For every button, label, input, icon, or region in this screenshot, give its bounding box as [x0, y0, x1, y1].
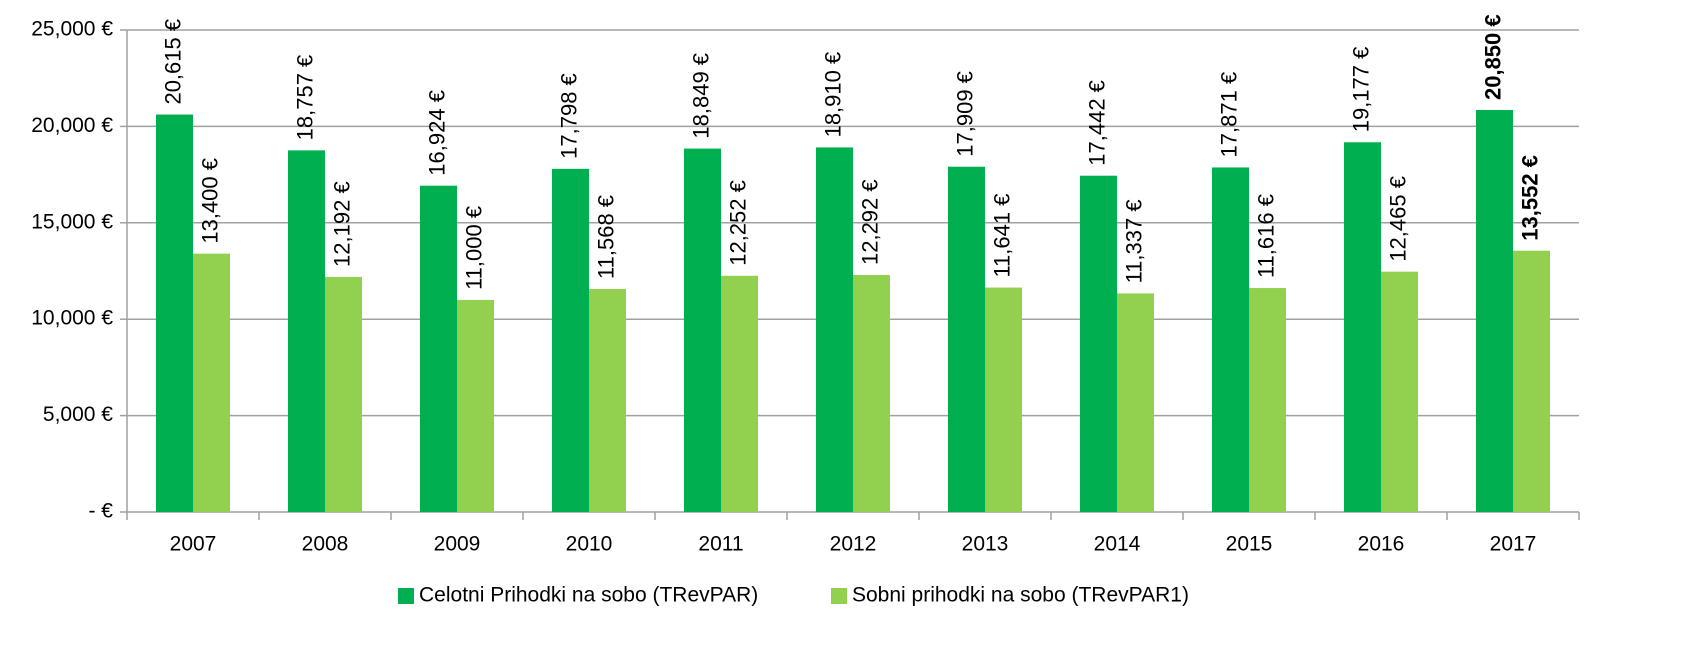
legend-swatch: [398, 588, 414, 604]
value-label: 17,798 €: [556, 73, 581, 159]
value-label: 20,615 €: [160, 19, 185, 105]
value-label: 18,849 €: [688, 53, 713, 139]
y-tick-label: - €: [88, 500, 113, 523]
legend-label: Celotni Prihodki na sobo (TRevPAR): [419, 584, 758, 607]
x-tick-label: 2017: [1490, 533, 1537, 556]
value-label: 18,910 €: [820, 52, 845, 138]
x-tick-label: 2008: [302, 533, 349, 556]
bar: [1117, 293, 1154, 512]
value-label: 17,909 €: [952, 71, 977, 157]
x-tick-label: 2010: [566, 533, 613, 556]
value-label: 19,177 €: [1348, 47, 1373, 133]
bar: [1212, 167, 1249, 512]
value-label: 11,616 €: [1253, 194, 1278, 278]
bar: [816, 147, 853, 512]
bar: [589, 288, 626, 512]
value-label: 13,552 €: [1517, 155, 1542, 241]
value-label: 17,871 €: [1216, 72, 1241, 158]
bar: [1381, 271, 1418, 512]
bar: [721, 275, 758, 512]
bar: [193, 253, 230, 512]
value-label: 11,641 €: [989, 194, 1014, 278]
bar: [1080, 175, 1117, 512]
value-label: 12,192 €: [329, 181, 354, 267]
bar: [1513, 250, 1550, 512]
x-tick-label: 2012: [830, 533, 877, 556]
y-tick-label: 20,000 €: [31, 114, 113, 137]
bar: [552, 168, 589, 512]
bar: [853, 275, 890, 512]
bar: [684, 148, 721, 512]
value-label: 20,850 €: [1480, 14, 1505, 100]
bar: [288, 150, 325, 512]
x-tick-label: 2013: [962, 533, 1009, 556]
value-label: 11,000 €: [461, 206, 486, 290]
x-tick-label: 2014: [1094, 533, 1141, 556]
x-tick-label: 2009: [434, 533, 481, 556]
value-label: 12,465 €: [1385, 176, 1410, 262]
legend-swatch: [831, 588, 847, 604]
bar: [1476, 110, 1513, 513]
value-label: 11,337 €: [1121, 199, 1146, 283]
x-tick-label: 2016: [1358, 533, 1405, 556]
x-tick-label: 2015: [1226, 533, 1273, 556]
y-tick-label: 10,000 €: [31, 307, 113, 330]
legend-label: Sobni prihodki na sobo (TRevPAR1): [852, 584, 1189, 607]
bar: [457, 299, 494, 512]
y-tick-label: 15,000 €: [31, 210, 113, 233]
value-label: 11,568 €: [593, 195, 618, 279]
bar: [325, 276, 362, 512]
bar: [156, 114, 193, 513]
value-label: 17,442 €: [1084, 80, 1109, 166]
bar: [948, 166, 985, 512]
value-label: 12,252 €: [725, 180, 750, 266]
x-tick-label: 2007: [170, 533, 217, 556]
value-label: 18,757 €: [292, 55, 317, 141]
value-label: 12,292 €: [857, 179, 882, 265]
y-tick-label: 5,000 €: [43, 403, 113, 426]
value-label: 13,400 €: [197, 158, 222, 244]
x-tick-label: 2011: [698, 533, 743, 556]
value-label: 16,924 €: [424, 90, 449, 176]
bar: [1344, 142, 1381, 512]
bar: [1249, 288, 1286, 512]
bar: [985, 287, 1022, 512]
y-tick-label: 25,000 €: [31, 18, 113, 41]
bar: [420, 185, 457, 513]
